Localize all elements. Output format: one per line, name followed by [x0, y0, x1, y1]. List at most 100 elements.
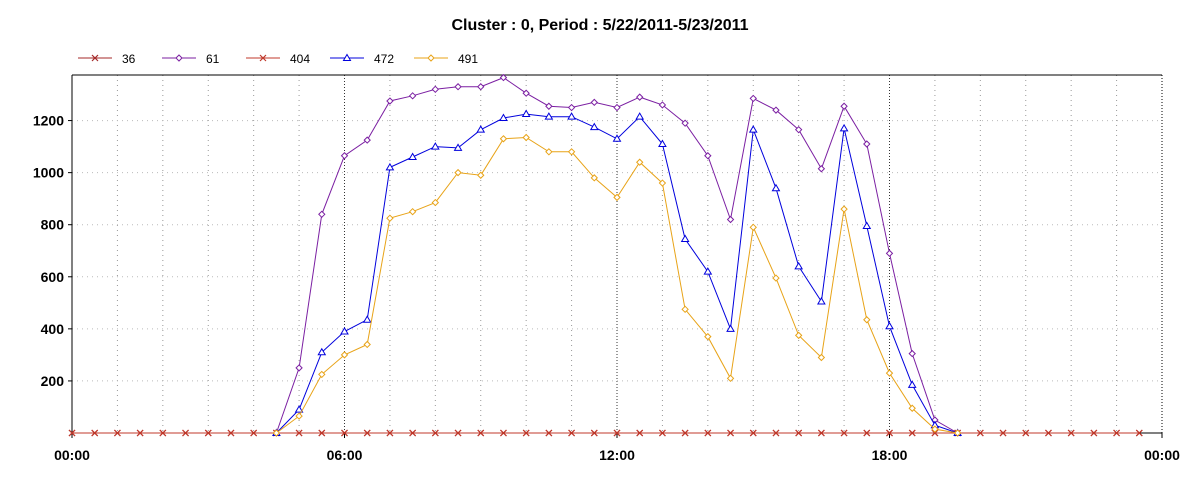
data-point-472 [771, 183, 781, 192]
data-point-491 [522, 133, 530, 142]
data-point-61 [726, 215, 735, 224]
y-tick-label: 200 [41, 373, 65, 389]
data-point-491 [272, 429, 281, 437]
legend-item-36: 36 [78, 52, 136, 66]
data-point-491 [590, 174, 598, 182]
data-point-404 [363, 429, 371, 437]
data-point-472 [703, 267, 713, 275]
data-point-404 [658, 429, 666, 437]
data-point-404 [477, 429, 485, 437]
y-tick-label: 600 [41, 269, 65, 285]
data-point-61 [340, 152, 349, 160]
data-point-491 [885, 369, 894, 377]
y-tick-label: 400 [41, 321, 65, 337]
data-point-472 [612, 134, 622, 142]
data-point-404 [1022, 429, 1030, 437]
series-404 [68, 429, 1143, 437]
data-point-491 [499, 135, 508, 143]
data-point-61 [613, 103, 621, 112]
data-point-404 [250, 429, 258, 437]
data-point-404 [386, 429, 394, 437]
data-point-61 [295, 364, 303, 372]
data-point-472 [635, 112, 645, 120]
legend-label-472: 472 [374, 52, 394, 66]
data-point-472 [885, 321, 894, 330]
data-point-472 [544, 112, 554, 120]
data-point-61 [499, 73, 508, 82]
data-point-491 [749, 223, 757, 232]
data-point-491 [953, 429, 962, 437]
data-point-472 [521, 109, 531, 118]
data-point-61 [477, 83, 485, 91]
data-point-404 [568, 429, 576, 437]
data-point-61 [908, 349, 916, 358]
data-point-491 [295, 412, 303, 420]
data-point-61 [772, 106, 780, 114]
legend-marker-61 [175, 54, 183, 62]
data-point-61 [817, 165, 826, 173]
data-point-472 [430, 142, 440, 150]
data-point-61 [454, 83, 462, 91]
data-point-491 [658, 179, 667, 187]
data-point-472 [658, 139, 667, 147]
data-point-472 [317, 347, 327, 356]
data-point-404 [454, 429, 462, 437]
data-point-491 [636, 158, 644, 166]
data-point-491 [477, 171, 485, 179]
legend-item-404: 404 [246, 52, 310, 66]
data-point-61 [681, 119, 689, 127]
data-point-61 [885, 249, 894, 258]
chart-title: Cluster : 0, Period : 5/22/2011-5/23/201… [451, 17, 748, 34]
grid [72, 75, 1162, 433]
legend-label-491: 491 [458, 52, 478, 66]
series-layer [68, 73, 1143, 437]
data-point-404 [636, 429, 644, 437]
data-point-61 [840, 102, 848, 110]
data-point-404 [931, 429, 939, 437]
data-point-404 [704, 429, 712, 437]
data-point-472 [340, 326, 349, 335]
data-point-404 [204, 429, 212, 437]
data-point-61 [636, 93, 644, 101]
data-point-61 [658, 101, 667, 109]
data-point-491 [794, 331, 803, 340]
x-tick-label: 00:00 [1144, 447, 1180, 463]
data-point-404 [999, 429, 1007, 437]
data-point-491 [386, 214, 394, 222]
data-point-472 [567, 112, 576, 120]
data-point-404 [681, 429, 689, 437]
data-point-491 [363, 340, 371, 349]
data-point-491 [318, 370, 326, 379]
data-point-404 [976, 429, 984, 437]
data-point-404 [295, 429, 303, 437]
legend-item-491: 491 [414, 52, 478, 66]
data-point-61 [431, 85, 440, 94]
data-point-404 [182, 429, 189, 437]
legend-label-36: 36 [122, 52, 136, 66]
x-tick-label: 18:00 [872, 447, 908, 463]
data-point-404 [886, 429, 893, 437]
data-point-404 [113, 429, 121, 437]
data-point-404 [1113, 429, 1121, 437]
data-point-491 [681, 305, 689, 314]
data-point-404 [136, 429, 144, 437]
data-point-491 [704, 332, 712, 341]
data-point-404 [613, 429, 621, 437]
data-point-472 [862, 221, 872, 230]
data-point-472 [499, 113, 508, 121]
data-point-491 [863, 316, 871, 324]
data-point-404 [227, 429, 235, 437]
data-point-491 [908, 404, 916, 412]
data-point-404 [522, 429, 530, 437]
data-point-61 [386, 97, 394, 105]
x-tick-label: 00:00 [54, 447, 90, 463]
data-point-61 [794, 125, 803, 134]
legend-label-61: 61 [206, 52, 220, 66]
legend: 36 61 404 472 491 [78, 52, 478, 66]
data-point-404 [908, 429, 916, 437]
data-point-472 [817, 297, 826, 305]
data-point-472 [680, 234, 690, 243]
data-point-61 [567, 103, 576, 112]
data-point-491 [613, 193, 621, 202]
